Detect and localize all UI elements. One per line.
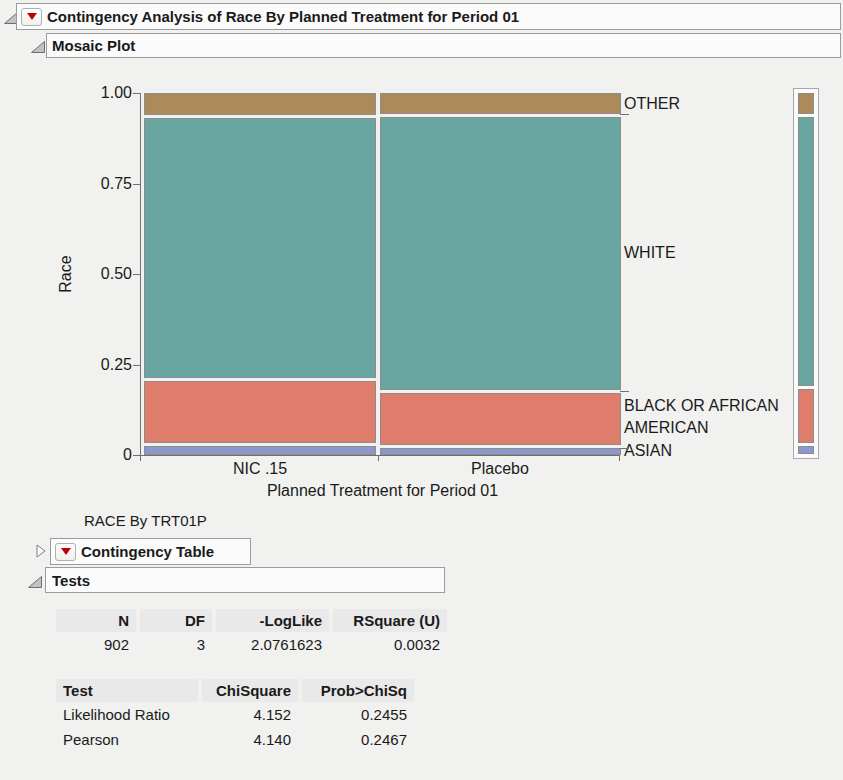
y-tick-label: 0.25 <box>88 356 132 374</box>
contingency-red-menu-button[interactable] <box>55 543 76 561</box>
mosaic-segment-other[interactable] <box>380 93 621 114</box>
table-cell: Pearson <box>56 727 198 752</box>
race-category-label: BLACK OR AFRICAN AMERICAN <box>624 395 794 439</box>
y-tick-label: 0.75 <box>88 175 132 193</box>
total-proportion-bar <box>793 88 819 459</box>
mosaic-collapse-icon[interactable] <box>31 39 45 51</box>
table-cell: 0.0032 <box>333 632 447 657</box>
table-header-cell: Test <box>56 679 198 702</box>
tests-header: Tests <box>45 567 445 593</box>
y-tick-mark <box>133 93 140 94</box>
mosaic-column-nic-15 <box>144 93 376 455</box>
y-tick-mark <box>133 365 140 366</box>
mosaic-columns <box>144 93 621 455</box>
table-cell: 2.0761623 <box>216 632 329 657</box>
tests-collapse-icon[interactable] <box>28 574 42 586</box>
red-menu-button[interactable] <box>21 8 42 26</box>
table-header-cell: ChiSquare <box>202 679 298 702</box>
x-category-label: Placebo <box>380 460 620 478</box>
mosaic-segment-black-or-african-american[interactable] <box>144 381 376 442</box>
contingency-table-header: Contingency Table <box>50 538 251 565</box>
table-header-cell: Prob>ChiSq <box>302 679 414 702</box>
total-segment-other[interactable] <box>798 93 814 114</box>
table-cell: 902 <box>56 632 136 657</box>
y-axis-line <box>140 93 141 456</box>
category-boundary-tick <box>620 391 629 392</box>
tests-title: Tests <box>52 572 90 589</box>
x-tick-mark <box>378 455 379 461</box>
mosaic-segment-white[interactable] <box>144 118 376 379</box>
mosaic-segment-asian[interactable] <box>144 446 376 455</box>
total-proportion-bar-segments <box>798 93 814 454</box>
contingency-table-title: Contingency Table <box>81 543 214 560</box>
table-cell: 3 <box>140 632 212 657</box>
analysis-subtitle: RACE By TRT01P <box>84 512 207 529</box>
table-cell: 4.152 <box>202 702 298 727</box>
mosaic-column-placebo <box>380 93 621 455</box>
table-header-cell: RSquare (U) <box>333 609 447 632</box>
chisquare-tests-table: TestChiSquareProb>ChiSq Likelihood Ratio4… <box>56 679 414 752</box>
mosaic-segment-asian[interactable] <box>380 448 621 455</box>
category-boundary-tick <box>620 448 629 449</box>
contingency-expand-icon[interactable] <box>36 544 50 556</box>
x-tick-mark <box>140 455 141 461</box>
tests-summary-table: NDF-LogLikeRSquare (U) 90232.07616230.003… <box>56 609 447 657</box>
x-axis-label: Planned Treatment for Period 01 <box>144 482 621 500</box>
table-cell: 0.2467 <box>302 727 414 752</box>
race-category-label: ASIAN <box>624 440 794 462</box>
mosaic-plot-title: Mosaic Plot <box>52 37 135 54</box>
table-header-cell: -LogLike <box>216 609 329 632</box>
contingency-analysis-report: Contingency Analysis of Race By Planned … <box>0 0 843 780</box>
race-category-label: WHITE <box>624 242 794 264</box>
y-tick-mark <box>133 274 140 275</box>
category-boundary-tick <box>620 114 629 115</box>
race-category-label: OTHER <box>624 93 794 115</box>
mosaic-segment-black-or-african-american[interactable] <box>380 393 621 445</box>
x-category-label: NIC .15 <box>144 460 376 478</box>
mosaic-segment-other[interactable] <box>144 93 376 115</box>
table-cell: 0.2455 <box>302 702 414 727</box>
mosaic-plot-header: Mosaic Plot <box>46 33 841 58</box>
report-title-bar: Contingency Analysis of Race By Planned … <box>16 3 841 30</box>
table-header-cell: N <box>56 609 136 632</box>
mosaic-segment-white[interactable] <box>380 117 621 390</box>
y-axis-label: Race <box>57 255 75 292</box>
table-cell: Likelihood Ratio <box>56 702 198 727</box>
x-axis-line <box>140 455 620 456</box>
total-segment-white[interactable] <box>798 117 814 386</box>
y-tick-label: 0.50 <box>88 265 132 283</box>
total-segment-black-or-african-american[interactable] <box>798 389 814 444</box>
total-segment-asian[interactable] <box>798 446 814 454</box>
table-header-cell: DF <box>140 609 212 632</box>
report-title: Contingency Analysis of Race By Planned … <box>47 8 519 25</box>
y-tick-label: 1.00 <box>88 84 132 102</box>
y-tick-mark <box>133 455 140 456</box>
red-triangle-icon <box>27 13 37 20</box>
y-tick-mark <box>133 184 140 185</box>
table-cell: 4.140 <box>202 727 298 752</box>
y-tick-label: 0 <box>88 446 132 464</box>
red-triangle-icon <box>61 548 71 555</box>
